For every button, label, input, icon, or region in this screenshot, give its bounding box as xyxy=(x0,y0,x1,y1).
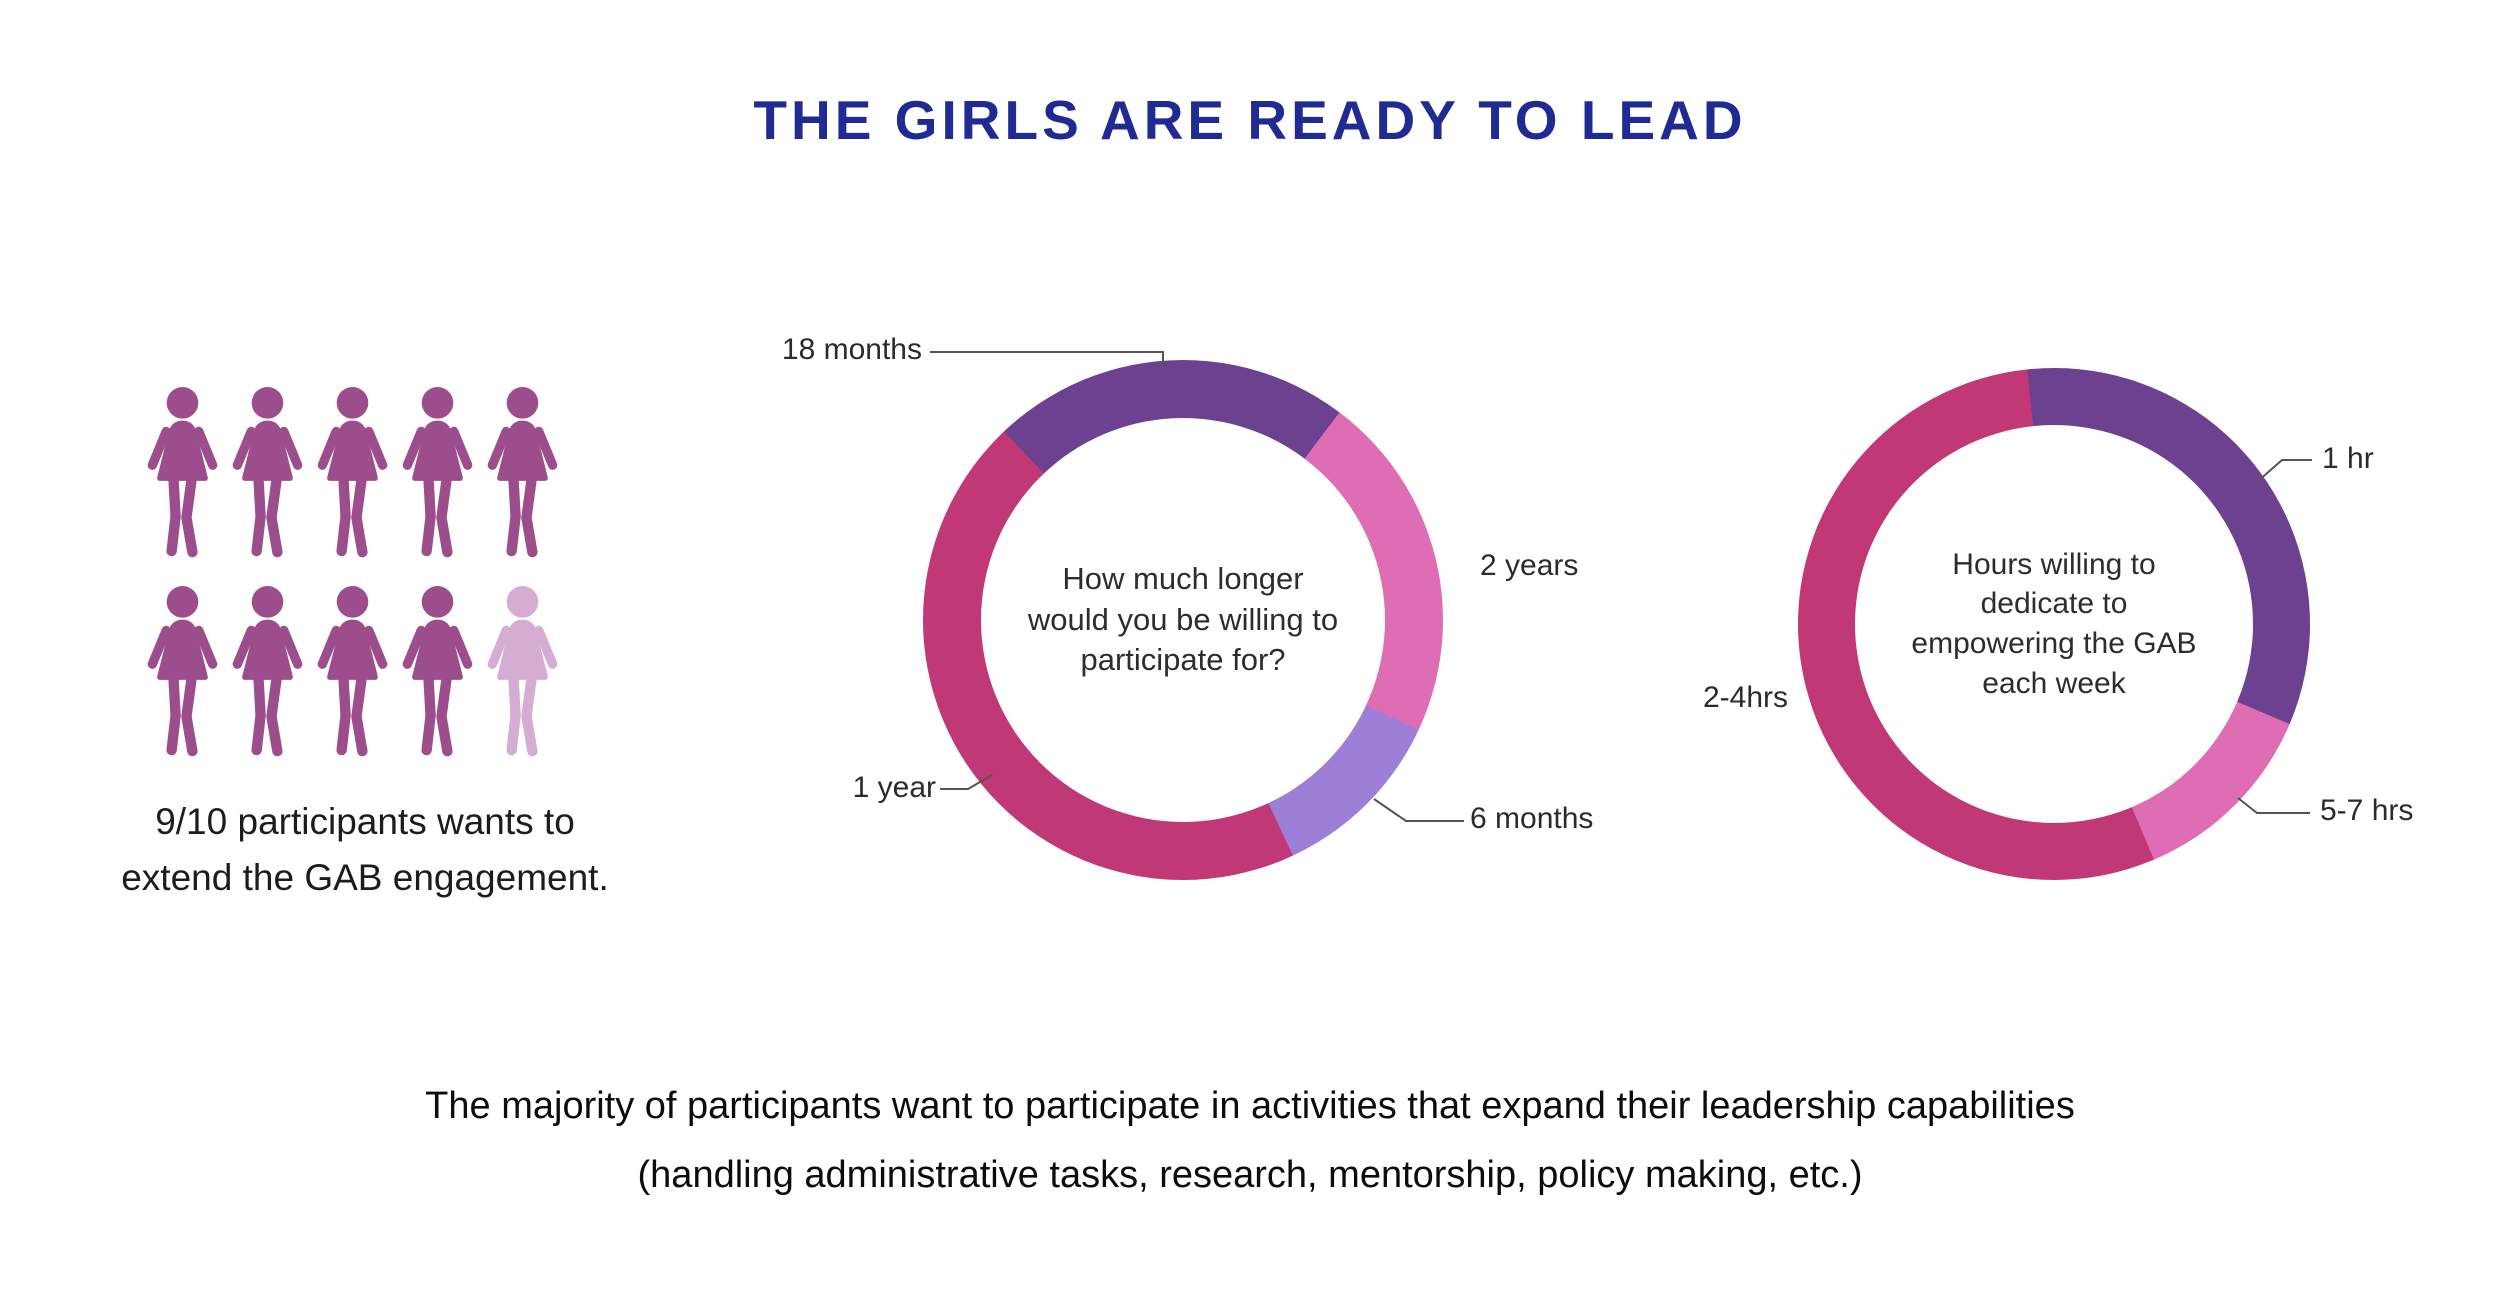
label-2-years: 2 years xyxy=(1480,549,1579,582)
leader-6-months xyxy=(1373,798,1464,822)
label-1-year: 1 year xyxy=(852,771,936,804)
donut-participation-center-text: How much longer would you be willing to … xyxy=(981,418,1385,822)
woman-icon xyxy=(317,586,388,757)
woman-icon xyxy=(402,387,473,558)
label-6-months: 6 months xyxy=(1470,802,1594,835)
donut-hours-center-text: Hours willing to dedicate to empowering … xyxy=(1855,425,2253,823)
pictogram-caption-line1: 9/10 participants wants to xyxy=(155,801,575,842)
woman-icon xyxy=(232,586,303,757)
center-line: Hours willing to xyxy=(1952,547,2156,581)
pictogram-caption: 9/10 participants wants to extend the GA… xyxy=(100,794,630,905)
label-1-hr: 1 hr xyxy=(2322,442,2374,475)
center-line: each week xyxy=(1982,666,2126,700)
woman-icon xyxy=(487,586,558,757)
woman-icon xyxy=(147,387,218,558)
page-title: THE GIRLS ARE READY TO LEAD xyxy=(753,89,1747,151)
pictogram-caption-line2: extend the GAB engagement. xyxy=(121,856,609,898)
woman-icon xyxy=(317,387,388,558)
pictogram-grid xyxy=(140,385,565,764)
label-5-7-hrs: 5-7 hrs xyxy=(2320,794,2414,827)
woman-icon xyxy=(147,586,218,757)
woman-icon xyxy=(487,387,558,558)
label-18-months: 18 months xyxy=(781,333,922,366)
center-line: How much longer xyxy=(1062,560,1304,596)
footer-line2: (handling administrative tasks, research… xyxy=(637,1154,1863,1197)
center-line: would you be willing to xyxy=(1027,601,1339,637)
center-line: participate for? xyxy=(1080,642,1286,678)
center-line: dedicate to xyxy=(1980,587,2128,621)
footer-line1: The majority of participants want to par… xyxy=(425,1085,2075,1127)
woman-icon xyxy=(232,387,303,558)
label-2-4-hrs: 2-4hrs xyxy=(1702,681,1788,714)
center-line: empowering the GAB xyxy=(1911,627,2197,660)
donut-weekly-hours: Hours willing to dedicate to empowering … xyxy=(1798,368,2310,880)
woman-icon xyxy=(402,586,473,757)
footer-text: The majority of participants want to par… xyxy=(0,1072,2500,1210)
donut-participation-duration: How much longer would you be willing to … xyxy=(923,360,1443,880)
